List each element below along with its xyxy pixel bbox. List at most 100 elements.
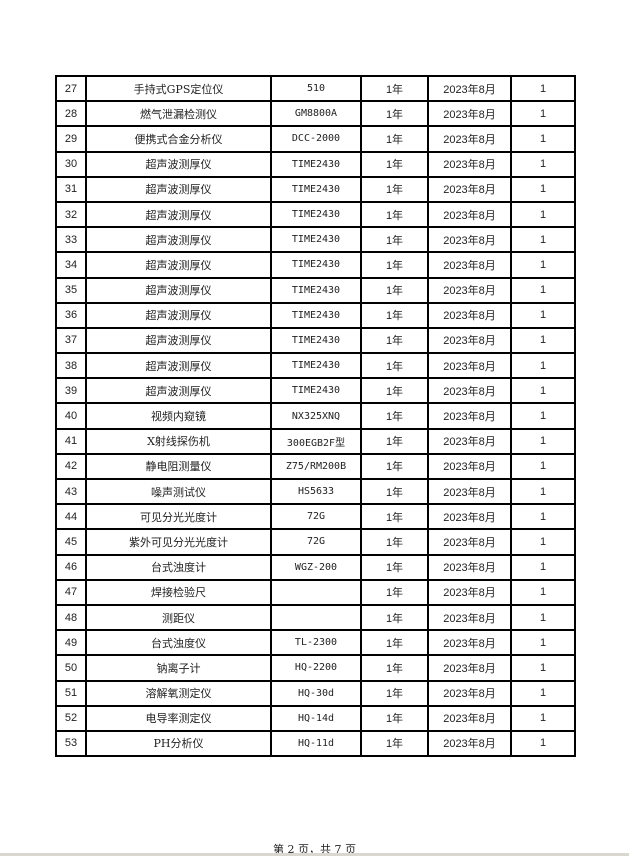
model-cell: HQ-14d <box>270 704 362 732</box>
table-row: 44 可见分光光度计 72G 1年 2023年8月 1 <box>55 503 576 531</box>
date-cell: 2023年8月 <box>427 226 512 254</box>
quantity-cell: 1 <box>510 553 576 581</box>
model-cell: Z75/RM200B <box>270 452 362 481</box>
date-cell: 2023年8月 <box>427 729 512 758</box>
table-row: 43 噪声测试仪 HS5633 1年 2023年8月 1 <box>55 477 576 506</box>
period-cell: 1年 <box>360 553 429 581</box>
date-cell: 2023年8月 <box>427 679 512 707</box>
row-number-cell: 39 <box>55 377 87 405</box>
model-cell: TIME2430 <box>270 326 362 355</box>
row-number-cell: 28 <box>55 100 87 128</box>
table-row: 36 超声波测厚仪 TIME2430 1年 2023年8月 1 <box>55 301 576 329</box>
equipment-name-cell: 溶解氧测定仪 <box>85 679 272 707</box>
row-number-cell: 50 <box>55 654 87 682</box>
table-row: 27 手持式GPS定位仪 510 1年 2023年8月 1 <box>55 74 576 103</box>
equipment-name-cell: X射线探伤机 <box>85 427 272 455</box>
quantity-cell: 1 <box>510 402 576 430</box>
equipment-name-cell: 超声波测厚仪 <box>85 150 272 178</box>
table-row: 46 台式浊度计 WGZ-200 1年 2023年8月 1 <box>55 553 576 581</box>
model-cell: TIME2430 <box>270 377 362 405</box>
row-number-cell: 33 <box>55 226 87 254</box>
equipment-name-cell: 便携式合金分析仪 <box>85 125 272 153</box>
date-cell: 2023年8月 <box>427 704 512 732</box>
period-cell: 1年 <box>360 704 429 732</box>
equipment-name-cell: 燃气泄漏检测仪 <box>85 100 272 128</box>
page-bottom-bar <box>0 853 629 856</box>
period-cell: 1年 <box>360 251 429 279</box>
equipment-name-cell: 超声波测厚仪 <box>85 200 272 229</box>
period-cell: 1年 <box>360 402 429 430</box>
model-cell: TIME2430 <box>270 200 362 229</box>
table-row: 29 便携式合金分析仪 DCC-2000 1年 2023年8月 1 <box>55 125 576 153</box>
quantity-cell: 1 <box>510 150 576 178</box>
date-cell: 2023年8月 <box>427 503 512 531</box>
model-cell: TIME2430 <box>270 150 362 178</box>
equipment-name-cell: 手持式GPS定位仪 <box>85 74 272 103</box>
quantity-cell: 1 <box>510 603 576 632</box>
equipment-name-cell: 测距仪 <box>85 603 272 632</box>
row-number-cell: 42 <box>55 452 87 481</box>
quantity-cell: 1 <box>510 125 576 153</box>
date-cell: 2023年8月 <box>427 654 512 682</box>
quantity-cell: 1 <box>510 226 576 254</box>
period-cell: 1年 <box>360 100 429 128</box>
equipment-table: 27 手持式GPS定位仪 510 1年 2023年8月 1 28 燃气泄漏检测仪 GM8800A… <box>55 74 576 758</box>
model-cell: WGZ-200 <box>270 553 362 581</box>
quantity-cell: 1 <box>510 704 576 732</box>
table-row: 42 静电阻测量仪 Z75/RM200B 1年 2023年8月 1 <box>55 452 576 481</box>
equipment-name-cell: 超声波测厚仪 <box>85 301 272 329</box>
date-cell: 2023年8月 <box>427 578 512 606</box>
table-row: 28 燃气泄漏检测仪 GM8800A 1年 2023年8月 1 <box>55 100 576 128</box>
table-row: 50 钠离子计 HQ-2200 1年 2023年8月 1 <box>55 654 576 682</box>
date-cell: 2023年8月 <box>427 377 512 405</box>
table-row: 48 测距仪 1年 2023年8月 1 <box>55 603 576 632</box>
model-cell: TIME2430 <box>270 175 362 203</box>
table-row: 45 紫外可见分光光度计 72G 1年 2023年8月 1 <box>55 528 576 556</box>
quantity-cell: 1 <box>510 503 576 531</box>
quantity-cell: 1 <box>510 175 576 203</box>
quantity-cell: 1 <box>510 100 576 128</box>
model-cell: DCC-2000 <box>270 125 362 153</box>
quantity-cell: 1 <box>510 679 576 707</box>
model-cell <box>270 578 362 606</box>
model-cell: HQ-2200 <box>270 654 362 682</box>
date-cell: 2023年8月 <box>427 553 512 581</box>
equipment-name-cell: 钠离子计 <box>85 654 272 682</box>
period-cell: 1年 <box>360 427 429 455</box>
row-number-cell: 29 <box>55 125 87 153</box>
row-number-cell: 49 <box>55 629 87 657</box>
model-cell: TIME2430 <box>270 301 362 329</box>
equipment-name-cell: 视频内窥镜 <box>85 402 272 430</box>
row-number-cell: 40 <box>55 402 87 430</box>
period-cell: 1年 <box>360 326 429 355</box>
model-cell: NX325XNQ <box>270 402 362 430</box>
quantity-cell: 1 <box>510 578 576 606</box>
equipment-name-cell: 紫外可见分光光度计 <box>85 528 272 556</box>
period-cell: 1年 <box>360 352 429 380</box>
table-row: 49 台式浊度仪 TL-2300 1年 2023年8月 1 <box>55 629 576 657</box>
row-number-cell: 47 <box>55 578 87 606</box>
period-cell: 1年 <box>360 200 429 229</box>
period-cell: 1年 <box>360 679 429 707</box>
date-cell: 2023年8月 <box>427 251 512 279</box>
date-cell: 2023年8月 <box>427 150 512 178</box>
row-number-cell: 53 <box>55 729 87 758</box>
date-cell: 2023年8月 <box>427 477 512 506</box>
equipment-name-cell: 超声波测厚仪 <box>85 352 272 380</box>
quantity-cell: 1 <box>510 352 576 380</box>
date-cell: 2023年8月 <box>427 528 512 556</box>
table-row: 53 PH分析仪 HQ-11d 1年 2023年8月 1 <box>55 729 576 758</box>
model-cell: HS5633 <box>270 477 362 506</box>
date-cell: 2023年8月 <box>427 276 512 304</box>
model-cell: 510 <box>270 74 362 103</box>
table-row: 35 超声波测厚仪 TIME2430 1年 2023年8月 1 <box>55 276 576 304</box>
date-cell: 2023年8月 <box>427 352 512 380</box>
date-cell: 2023年8月 <box>427 603 512 632</box>
quantity-cell: 1 <box>510 276 576 304</box>
equipment-name-cell: 超声波测厚仪 <box>85 377 272 405</box>
period-cell: 1年 <box>360 729 429 758</box>
row-number-cell: 51 <box>55 679 87 707</box>
equipment-name-cell: 可见分光光度计 <box>85 503 272 531</box>
quantity-cell: 1 <box>510 301 576 329</box>
equipment-name-cell: PH分析仪 <box>85 729 272 758</box>
